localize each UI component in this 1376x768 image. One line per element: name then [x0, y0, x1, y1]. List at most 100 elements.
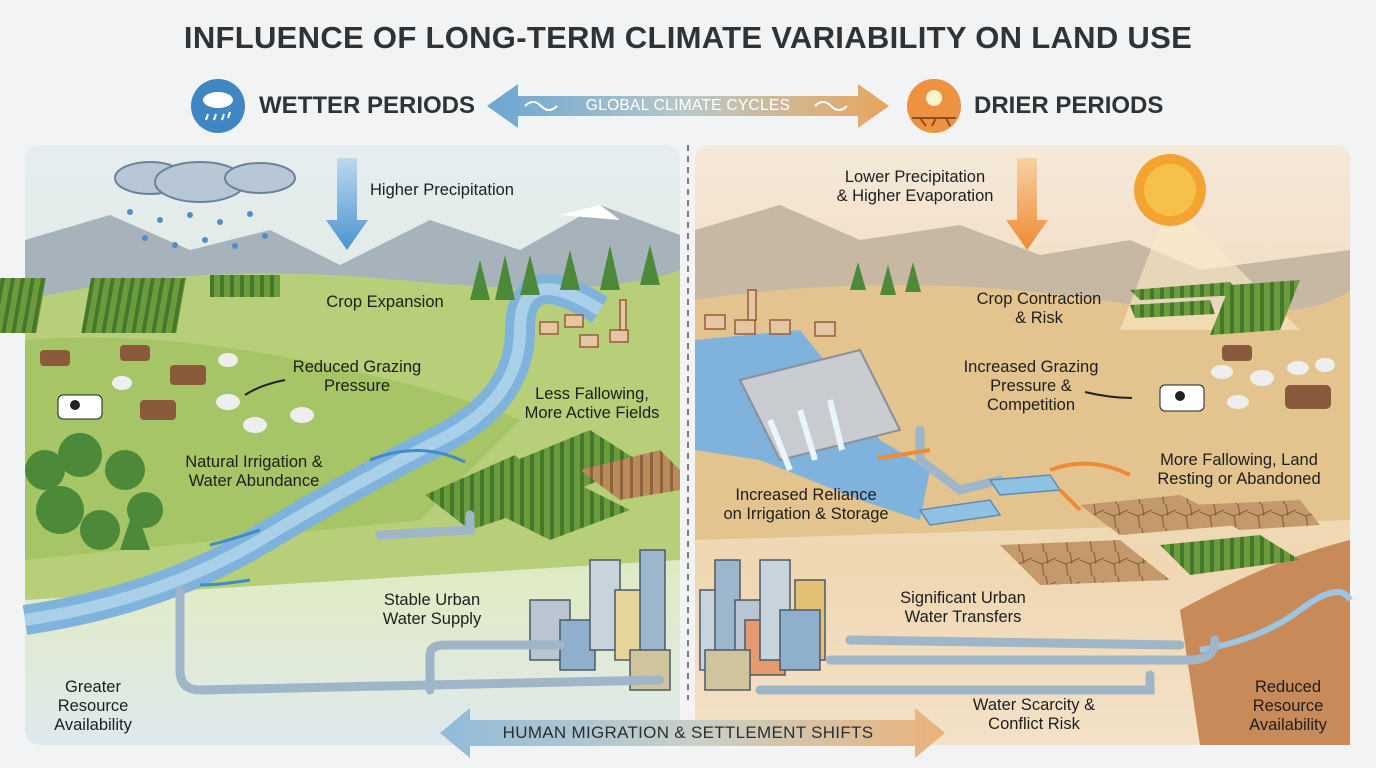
trees: [640, 245, 660, 285]
trees: [36, 486, 84, 534]
dry-panel-label: More Fallowing, Land Resting or Abandoned: [1157, 451, 1320, 489]
livestock: [40, 345, 1335, 433]
label-line: Resource: [1252, 697, 1324, 715]
flow-arrows: [209, 528, 261, 547]
rain-cloud: [114, 161, 296, 203]
wet-panel: [560, 205, 620, 220]
livestock: [112, 376, 132, 390]
flow-arrows: [199, 578, 251, 587]
precipitation-arrow: [326, 158, 368, 250]
flow-arrows: [1058, 488, 1082, 512]
pipes: [425, 640, 565, 695]
raindrops: [247, 211, 253, 217]
evaporation-arrow: [1006, 158, 1048, 250]
dry-panel-label: Water Scarcity & Conflict Risk: [973, 696, 1095, 734]
label-line: Water Abundance: [188, 472, 320, 490]
livestock: [170, 365, 206, 385]
label-line: More Fallowing, Land: [1160, 451, 1318, 469]
wave-icon: [524, 101, 848, 111]
sun: [1144, 164, 1196, 216]
dry-fields: [1210, 280, 1300, 335]
wet-panel-label: Less Fallowing, More Active Fields: [525, 385, 660, 423]
dry-panel-label: Increased Reliance on Irrigation & Storag…: [723, 486, 888, 524]
wet-panel-label: Crop Expansion: [326, 293, 443, 312]
dry-panel-label: Reduced Resource Availability: [1249, 678, 1327, 735]
village: [579, 334, 599, 348]
label-line: Increased Grazing: [963, 358, 1099, 376]
dry-icon: [912, 117, 956, 127]
raindrops: [127, 209, 133, 215]
crop-fields: [0, 275, 680, 540]
village: [539, 289, 836, 348]
dry-fields: [1000, 540, 1170, 585]
label-line: on Irrigation & Storage: [723, 505, 889, 523]
dry-heading: DRIER PERIODS: [974, 92, 1164, 119]
livestock: [243, 417, 267, 433]
pipes: [375, 510, 475, 540]
label-line: & Higher Evaporation: [836, 187, 994, 205]
dry-fields: [1130, 300, 1215, 318]
footer-label: HUMAN MIGRATION & SETTLEMENT SHIFTS: [502, 723, 874, 742]
trees: [80, 510, 120, 550]
label-line: Resource: [57, 697, 129, 715]
flow-arrows: [244, 379, 286, 396]
flow-arrows: [1049, 461, 1131, 477]
dry-fields: [1160, 535, 1300, 575]
trees: [905, 262, 921, 292]
livestock: [57, 394, 103, 420]
migration-arrow: [440, 708, 945, 758]
village: [564, 314, 584, 328]
tanks: [918, 499, 1002, 526]
trees: [120, 505, 150, 550]
label-line: Lower Precipitation: [844, 168, 986, 186]
flow-arrows: [199, 379, 1133, 587]
label-line: Water Transfers: [904, 608, 1022, 626]
pipes: [175, 425, 1220, 695]
wet-icon: [205, 111, 231, 121]
wet-panel-label: Greater Resource Availability: [54, 678, 132, 735]
livestock: [40, 350, 70, 366]
cycle-label: GLOBAL CLIMATE CYCLES: [585, 97, 791, 114]
dry-panel-label: Lower Precipitation & Higher Evaporation: [837, 168, 994, 206]
trees: [600, 245, 620, 290]
pipes: [755, 670, 1155, 695]
label-line: Significant Urban: [900, 589, 1026, 607]
label-line: More Active Fields: [524, 404, 660, 422]
label-line: Stable Urban: [383, 591, 481, 609]
label-line: Increased Reliance: [735, 486, 877, 504]
label-line: Pressure &: [990, 377, 1072, 395]
raindrops: [232, 243, 238, 249]
flow-arrows: [369, 448, 466, 464]
crop-fields: [580, 450, 680, 500]
livestock: [140, 400, 176, 420]
pipes: [175, 585, 665, 695]
label-line: Greater: [65, 678, 121, 696]
climate-cycle-arrow: [487, 84, 889, 128]
label-line: Reduced Grazing: [292, 358, 422, 376]
label-line: Competition: [986, 396, 1076, 414]
wet-panel-label: Stable Urban Water Supply: [383, 591, 481, 629]
label-line: Crop Contraction: [976, 290, 1102, 308]
wet-icon: [203, 92, 233, 108]
label-line: Water Scarcity &: [972, 696, 1096, 714]
label-line: Conflict Risk: [988, 715, 1080, 733]
crop-fields: [210, 275, 280, 297]
crop-fields: [81, 278, 186, 333]
city: [529, 549, 826, 691]
raindrops: [187, 212, 193, 218]
livestock: [216, 394, 240, 410]
label-line: & Risk: [1015, 309, 1063, 327]
tanks: [918, 474, 1062, 526]
trees: [520, 255, 540, 295]
dry-panel-label: Crop Contraction & Risk: [977, 290, 1102, 328]
trees: [58, 433, 102, 477]
livestock: [1315, 358, 1335, 372]
livestock: [1222, 345, 1252, 361]
trees: [105, 450, 145, 490]
trees: [25, 450, 65, 490]
city: [704, 649, 751, 691]
trees: [495, 255, 515, 300]
raindrops: [157, 217, 163, 223]
trees: [850, 262, 866, 290]
